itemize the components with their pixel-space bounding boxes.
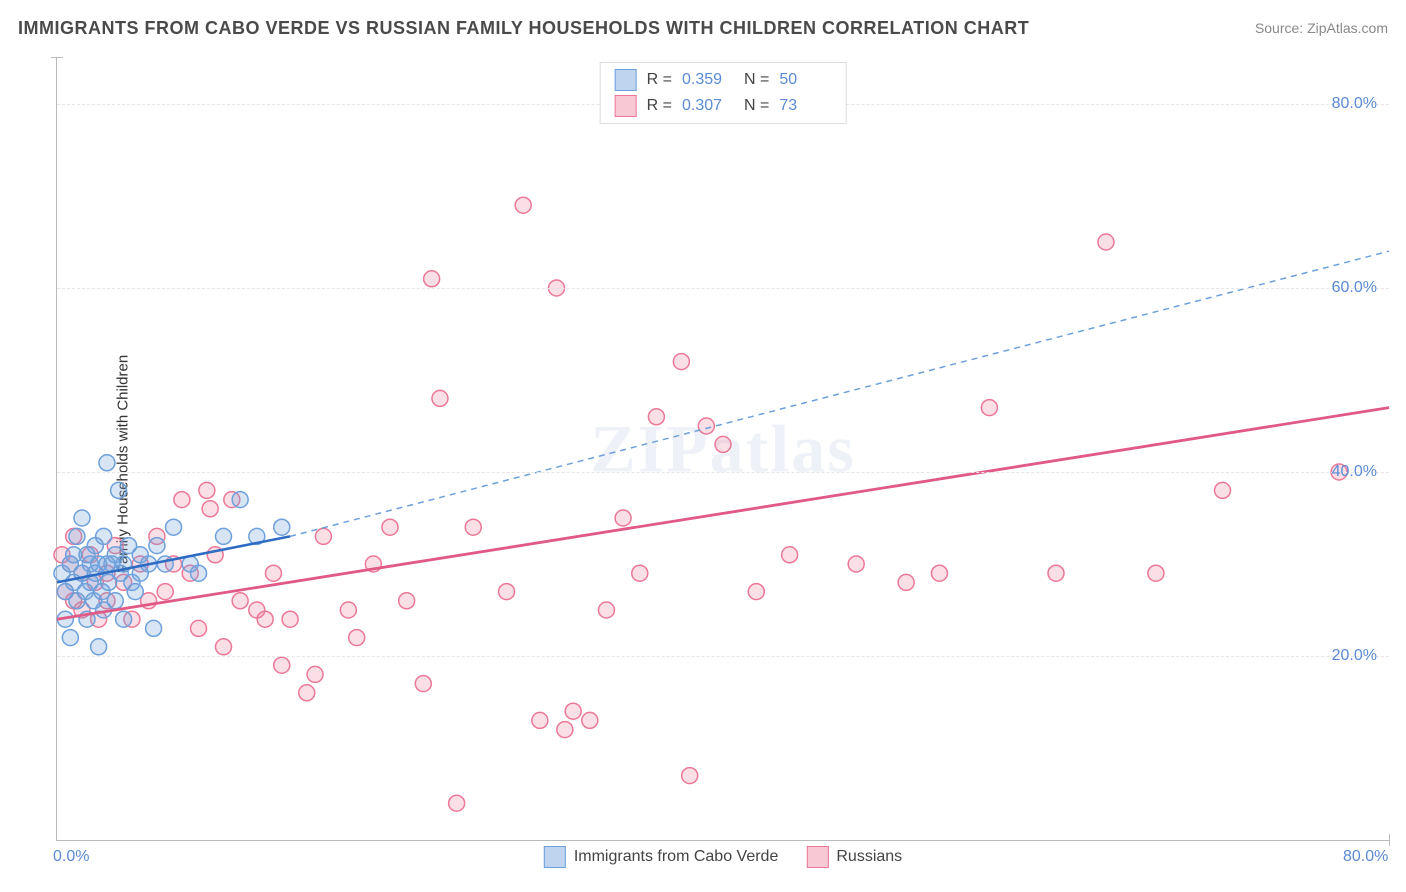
scatter-point	[981, 400, 997, 416]
chart-container: Family Households with Children ZIPatlas…	[18, 58, 1388, 870]
legend-r-value: 0.359	[682, 71, 734, 89]
scatter-point	[648, 409, 664, 425]
legend-swatch	[615, 95, 637, 117]
plot-area: ZIPatlas R =0.359N =50R =0.307N =73 Immi…	[56, 58, 1389, 841]
scatter-point	[257, 611, 273, 627]
scatter-point	[232, 593, 248, 609]
y-tick-label: 80.0%	[1332, 95, 1377, 113]
scatter-point	[565, 703, 581, 719]
scatter-point	[166, 519, 182, 535]
scatter-point	[91, 639, 107, 655]
scatter-point	[107, 593, 123, 609]
scatter-point	[415, 676, 431, 692]
scatter-point	[582, 712, 598, 728]
scatter-point	[898, 574, 914, 590]
scatter-point	[432, 390, 448, 406]
scatter-point	[782, 547, 798, 563]
legend-r-label: R =	[647, 97, 672, 115]
x-tick-label: 80.0%	[1343, 848, 1388, 866]
scatter-point	[424, 271, 440, 287]
legend-swatch	[615, 69, 637, 91]
scatter-point	[615, 510, 631, 526]
scatter-point	[315, 528, 331, 544]
scatter-point	[274, 657, 290, 673]
scatter-point	[632, 565, 648, 581]
legend-stats: R = 0.359 N = 50 R = 0.307 N = 73	[600, 62, 847, 124]
source-label: Source: ZipAtlas.com	[1255, 20, 1388, 36]
scatter-point	[1148, 565, 1164, 581]
scatter-point	[96, 528, 112, 544]
legend-series-item: Russians	[806, 846, 902, 868]
scatter-point	[848, 556, 864, 572]
scatter-point	[299, 685, 315, 701]
y-tick-label: 60.0%	[1332, 279, 1377, 297]
scatter-point	[1215, 482, 1231, 498]
scatter-point	[282, 611, 298, 627]
scatter-point	[157, 556, 173, 572]
scatter-point	[174, 492, 190, 508]
scatter-point	[682, 768, 698, 784]
scatter-point	[127, 584, 143, 600]
legend-series-label: Immigrants from Cabo Verde	[574, 848, 779, 866]
scatter-point	[1098, 234, 1114, 250]
scatter-point	[532, 712, 548, 728]
scatter-point	[74, 510, 90, 526]
scatter-point	[111, 482, 127, 498]
legend-stat-row: R = 0.307 N = 73	[615, 93, 832, 119]
legend-stat-row: R = 0.359 N = 50	[615, 67, 832, 93]
y-tick-label: 40.0%	[1332, 463, 1377, 481]
legend-n-label: N =	[744, 71, 769, 89]
legend-n-label: N =	[744, 97, 769, 115]
gridline	[57, 288, 1389, 289]
legend-r-label: R =	[647, 71, 672, 89]
scatter-point	[515, 197, 531, 213]
scatter-point	[199, 482, 215, 498]
scatter-point	[216, 528, 232, 544]
scatter-point	[382, 519, 398, 535]
y-tick-label: 20.0%	[1332, 647, 1377, 665]
legend-r-value: 0.307	[682, 97, 734, 115]
scatter-point	[673, 354, 689, 370]
legend-n-value: 50	[779, 71, 831, 89]
legend-series-label: Russians	[836, 848, 902, 866]
scatter-point	[216, 639, 232, 655]
scatter-point	[149, 538, 165, 554]
legend-swatch	[806, 846, 828, 868]
scatter-point	[465, 519, 481, 535]
gridline	[57, 472, 1389, 473]
scatter-point	[265, 565, 281, 581]
scatter-point	[232, 492, 248, 508]
scatter-point	[116, 611, 132, 627]
scatter-point	[274, 519, 290, 535]
scatter-point	[698, 418, 714, 434]
scatter-point	[748, 584, 764, 600]
scatter-svg	[57, 58, 1389, 840]
scatter-point	[191, 565, 207, 581]
x-tick-label: 0.0%	[53, 848, 89, 866]
legend-series: Immigrants from Cabo Verde Russians	[544, 846, 902, 868]
scatter-point	[62, 630, 78, 646]
scatter-point	[146, 620, 162, 636]
legend-series-item: Immigrants from Cabo Verde	[544, 846, 779, 868]
scatter-point	[499, 584, 515, 600]
scatter-point	[399, 593, 415, 609]
scatter-point	[598, 602, 614, 618]
legend-n-value: 73	[779, 97, 831, 115]
chart-title: IMMIGRANTS FROM CABO VERDE VS RUSSIAN FA…	[18, 18, 1029, 38]
scatter-point	[931, 565, 947, 581]
scatter-point	[99, 455, 115, 471]
scatter-point	[157, 584, 173, 600]
scatter-point	[715, 436, 731, 452]
scatter-point	[340, 602, 356, 618]
scatter-point	[557, 722, 573, 738]
scatter-point	[349, 630, 365, 646]
scatter-point	[69, 528, 85, 544]
legend-swatch	[544, 846, 566, 868]
scatter-point	[202, 501, 218, 517]
gridline	[57, 656, 1389, 657]
scatter-point	[449, 795, 465, 811]
scatter-point	[307, 666, 323, 682]
scatter-point	[191, 620, 207, 636]
scatter-point	[1048, 565, 1064, 581]
